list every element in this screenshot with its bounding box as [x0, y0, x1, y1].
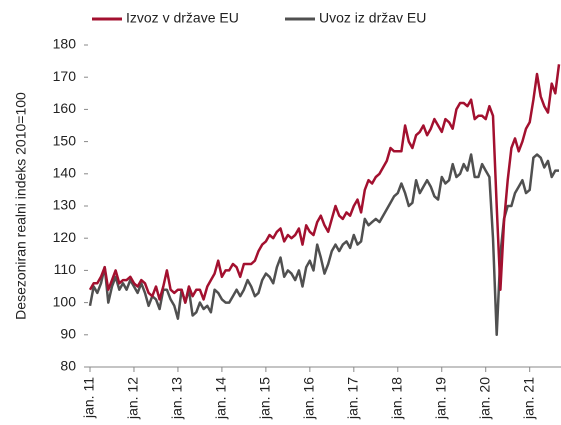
- y-axis-label: Desezoniran realni indeks 2010=100: [13, 92, 29, 320]
- y-tick-label: 80: [60, 358, 76, 374]
- y-tick-label: 170: [53, 68, 77, 84]
- legend-label: Uvoz iz držav EU: [319, 10, 426, 26]
- x-tick-label: jan. 14: [213, 377, 229, 420]
- x-tick-label: jan. 15: [257, 377, 273, 420]
- y-tick-label: 120: [53, 229, 77, 245]
- x-tick-label: jan. 17: [345, 377, 361, 420]
- x-tick-label: jan. 21: [520, 377, 536, 420]
- x-tick-label: jan. 16: [301, 377, 317, 420]
- y-tick-label: 150: [53, 132, 77, 148]
- y-tick-label: 110: [54, 261, 77, 277]
- x-tick-label: jan. 20: [476, 377, 492, 420]
- x-tick-label: jan. 12: [125, 377, 141, 420]
- y-tick-label: 100: [53, 293, 77, 309]
- x-tick-label: jan. 19: [432, 377, 448, 420]
- y-tick-label: 140: [53, 165, 77, 181]
- x-tick-label: jan. 11: [81, 377, 97, 419]
- series-line: [88, 64, 561, 304]
- y-tick-label: 90: [60, 326, 76, 342]
- legend-label: Izvoz v države EU: [126, 10, 239, 26]
- y-tick-label: 160: [53, 100, 77, 116]
- x-tick-label: jan. 18: [388, 377, 404, 420]
- y-tick-label: 130: [53, 197, 77, 213]
- x-tick-label: jan. 13: [169, 377, 185, 420]
- series-line: [88, 153, 559, 337]
- y-tick-label: 180: [53, 36, 77, 52]
